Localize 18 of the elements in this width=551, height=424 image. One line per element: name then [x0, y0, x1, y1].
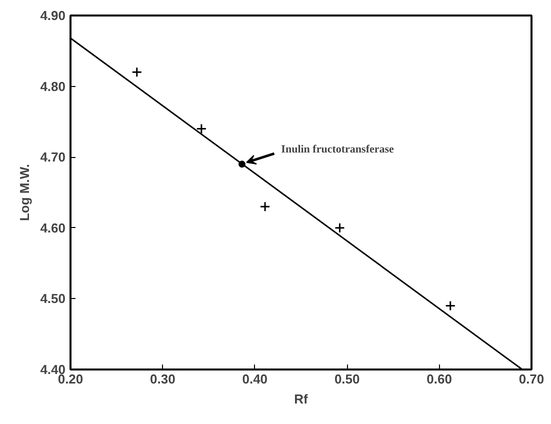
x-tick-label: 0.70 — [518, 372, 544, 386]
y-tick-label: 4.70 — [40, 150, 66, 165]
y-tick-label: 4.90 — [40, 8, 66, 23]
y-tick-label: 4.80 — [40, 78, 66, 94]
point — [132, 66, 142, 78]
point — [196, 124, 207, 134]
annotation: Inulin fructotransferase — [281, 143, 394, 156]
x-tick-label: 0.60 — [426, 372, 452, 386]
point — [445, 300, 456, 312]
x-tick-label: 0.50 — [334, 372, 360, 386]
y-tick-label: 4.50 — [40, 291, 66, 306]
point — [334, 222, 345, 234]
y-tick-label: 4.60 — [40, 220, 66, 236]
y-axis-title: Log M.W. — [17, 164, 32, 222]
point — [260, 201, 270, 212]
x-tick-label: 0.40 — [242, 372, 268, 386]
x-axis-title: Rf — [294, 392, 309, 406]
x-tick-label: 0.30 — [150, 372, 176, 386]
